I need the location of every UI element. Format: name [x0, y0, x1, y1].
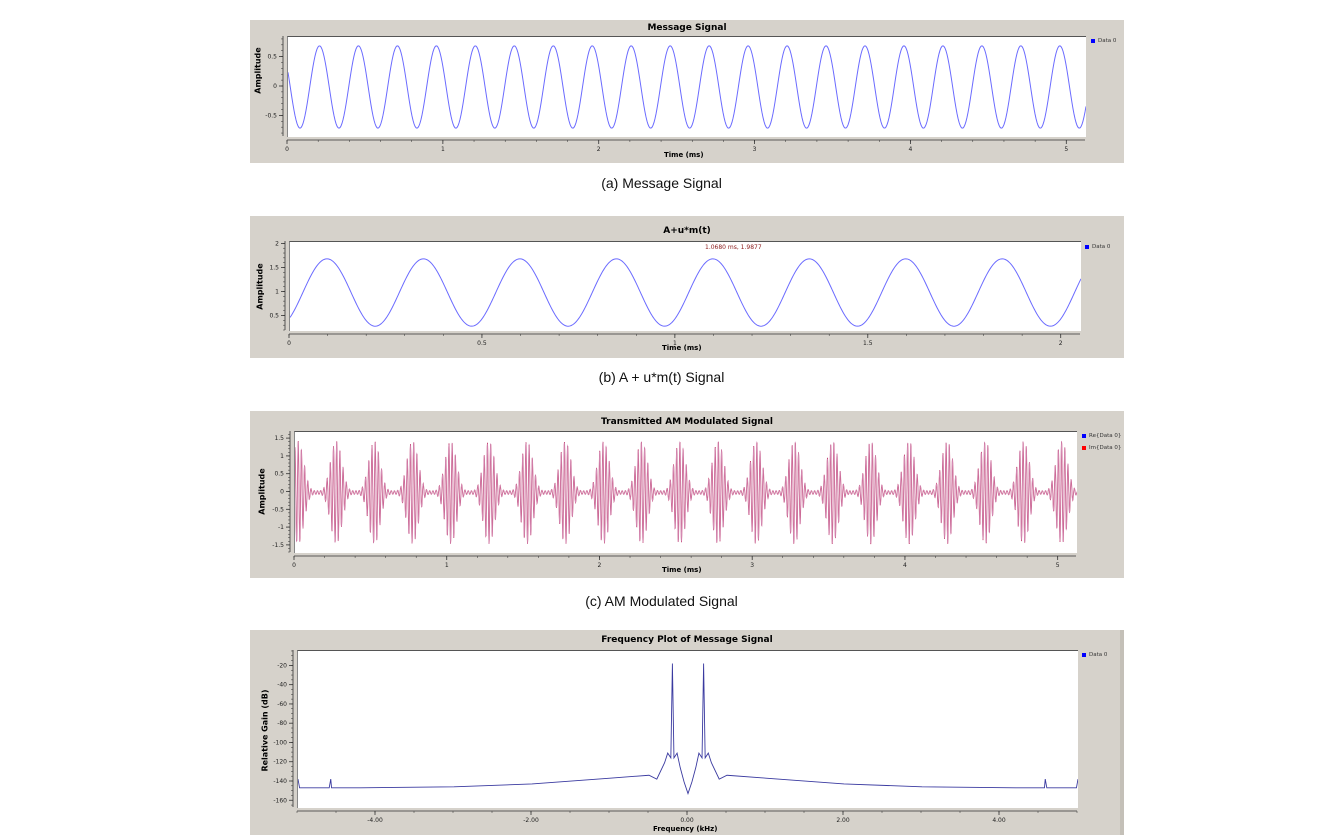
svg-text:0.5: 0.5: [267, 54, 277, 61]
signal-line: [288, 45, 1086, 129]
svg-text:1.5: 1.5: [269, 264, 279, 271]
caption-b: (b) A + u*m(t) Signal: [598, 369, 725, 385]
chart-panel-am-modulated: Transmitted AM Modulated Signal Amplitud…: [250, 411, 1124, 578]
plot-area[interactable]: [287, 36, 1086, 137]
axes: 0.5 0 -0.5 0 1 2 3 4 5: [265, 36, 1085, 153]
svg-text:-1: -1: [278, 524, 284, 531]
svg-text:0: 0: [292, 562, 296, 569]
plot-area[interactable]: [294, 431, 1077, 553]
caption-c: (c) AM Modulated Signal: [585, 593, 738, 609]
svg-text:1.5: 1.5: [863, 340, 873, 347]
cursor-readout: 1.0680 ms, 1.9877: [705, 244, 762, 251]
svg-text:-120: -120: [273, 759, 287, 766]
svg-text:4: 4: [909, 146, 913, 153]
svg-text:0.5: 0.5: [274, 471, 284, 478]
svg-text:-60: -60: [277, 701, 287, 708]
svg-text:2: 2: [275, 240, 279, 247]
legend-item[interactable]: Data 0: [1091, 38, 1116, 44]
svg-text:-1.5: -1.5: [272, 542, 284, 549]
caption-a: (a) Message Signal: [601, 175, 722, 191]
signal-line: [290, 258, 1081, 327]
chart-panel-message-signal: Message Signal Amplitude 0.5 0 -0.5 0 1 2 3 4 5 …: [250, 20, 1124, 163]
svg-text:1: 1: [673, 340, 677, 347]
svg-text:5: 5: [1064, 146, 1068, 153]
axes: 1.5 1 0.5 0 -0.5 -1 -1.5 0 1 2 3 4 5: [272, 431, 1076, 569]
svg-text:1: 1: [441, 146, 445, 153]
svg-text:3: 3: [750, 562, 754, 569]
svg-text:2: 2: [598, 562, 602, 569]
svg-text:1: 1: [275, 289, 279, 296]
svg-text:1: 1: [445, 562, 449, 569]
svg-text:0.00: 0.00: [680, 817, 694, 824]
chart-panel-frequency-plot: Frequency Plot of Message Signal Relativ…: [250, 630, 1124, 835]
legend-swatch-icon: [1082, 433, 1086, 438]
x-axis-label: Frequency (kHz): [653, 825, 718, 833]
legend-item[interactable]: Data 0: [1085, 244, 1110, 250]
legend-swatch-icon: [1082, 652, 1086, 657]
plot-area[interactable]: [297, 650, 1078, 808]
svg-text:-100: -100: [273, 739, 287, 746]
svg-text:-140: -140: [273, 778, 287, 785]
chart-title: Frequency Plot of Message Signal: [601, 635, 773, 645]
chart-title: Transmitted AM Modulated Signal: [601, 417, 773, 427]
svg-text:0: 0: [280, 489, 284, 496]
svg-text:-40: -40: [277, 682, 287, 689]
chart-panel-a-plus-um: A+u*m(t) Amplitude 1.0680 ms, 1.9877 2 1.…: [250, 216, 1124, 358]
panel-scrollbar[interactable]: [1120, 630, 1124, 835]
x-axis-label: Time (ms): [662, 344, 702, 352]
svg-text:-80: -80: [277, 720, 287, 727]
x-axis-label: Time (ms): [662, 566, 702, 574]
svg-text:-2.00: -2.00: [523, 817, 539, 824]
axes: -20 -40 -60 -80 -100 -120 -140 -160 -4.00 -2.00 0.…: [273, 650, 1078, 824]
svg-text:-0.5: -0.5: [272, 506, 284, 513]
spectrum-line: [298, 663, 1078, 795]
legend-item[interactable]: Data 0: [1082, 652, 1107, 658]
svg-text:4.00: 4.00: [992, 817, 1006, 824]
x-axis-label: Time (ms): [664, 151, 704, 159]
chart-title: Message Signal: [647, 23, 727, 33]
svg-text:0: 0: [273, 83, 277, 90]
signal-line: [295, 440, 1077, 545]
svg-text:1.5: 1.5: [274, 435, 284, 442]
legend-swatch-icon: [1085, 244, 1089, 249]
svg-text:4: 4: [903, 562, 907, 569]
legend-swatch-icon: [1091, 38, 1095, 43]
svg-text:-20: -20: [277, 662, 287, 669]
legend-swatch-icon: [1082, 445, 1086, 450]
svg-text:2: 2: [597, 146, 601, 153]
svg-text:0: 0: [285, 146, 289, 153]
plot-area[interactable]: 1.0680 ms, 1.9877: [289, 241, 1081, 331]
axes: 2 1.5 1 0.5 0 0.5 1 1.5 2: [269, 240, 1080, 347]
chart-title: A+u*m(t): [663, 226, 711, 236]
svg-text:3: 3: [753, 146, 757, 153]
svg-text:0.5: 0.5: [477, 340, 487, 347]
svg-text:5: 5: [1056, 562, 1060, 569]
legend-item-im[interactable]: Im{Data 0}: [1082, 445, 1121, 451]
svg-text:0: 0: [287, 340, 291, 347]
svg-text:-4.00: -4.00: [367, 817, 383, 824]
svg-text:2.00: 2.00: [836, 817, 850, 824]
svg-text:2: 2: [1059, 340, 1063, 347]
legend-item-re[interactable]: Re{Data 0}: [1082, 433, 1121, 439]
svg-text:0.5: 0.5: [269, 313, 279, 320]
svg-text:-0.5: -0.5: [265, 112, 277, 119]
svg-text:-160: -160: [273, 797, 287, 804]
svg-text:1: 1: [280, 453, 284, 460]
